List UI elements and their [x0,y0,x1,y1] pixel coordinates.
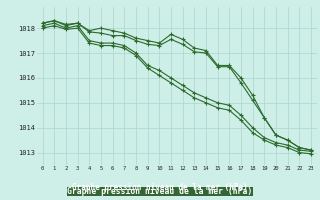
Text: Graphe pression niveau de la mer (hPa): Graphe pression niveau de la mer (hPa) [72,182,248,192]
Text: Graphe pression niveau de la mer (hPa): Graphe pression niveau de la mer (hPa) [68,186,252,196]
